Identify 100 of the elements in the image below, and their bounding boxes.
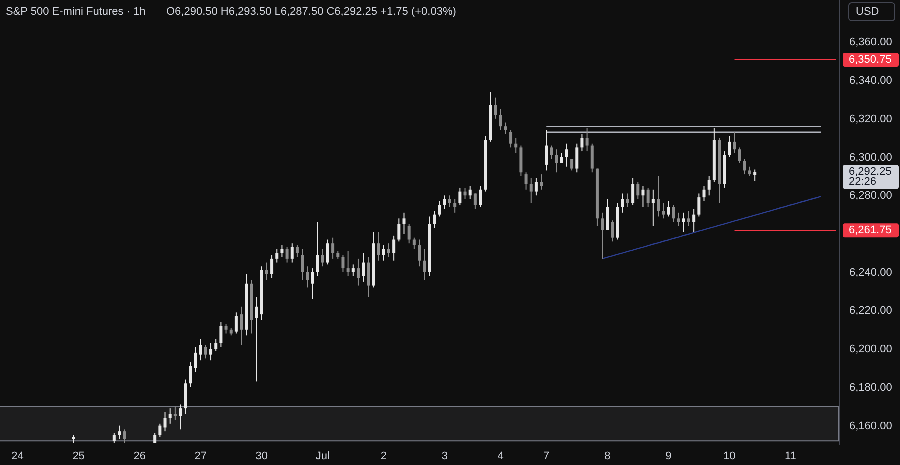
candlestick	[656, 176, 660, 218]
candlestick	[301, 248, 304, 281]
x-tick-label: 24	[12, 450, 24, 462]
text: O6,290.50 H6,293.50 L6,287.50 C6,292.25 +1.75 (+0.03%)	[166, 6, 456, 18]
candlestick	[433, 210, 436, 229]
candlestick	[189, 362, 192, 388]
x-tick-label: 2	[380, 450, 387, 462]
candlestick	[220, 322, 223, 348]
y-tick-label: 6,240.00	[850, 266, 892, 279]
candlestick	[580, 134, 584, 152]
x-tick-label: 4	[498, 450, 504, 462]
x-tick-label: 25	[72, 450, 85, 462]
candlestick	[443, 195, 446, 210]
candlestick	[652, 189, 655, 227]
candlestick	[224, 324, 228, 334]
candlestick	[255, 296, 258, 382]
candlestick	[636, 182, 640, 200]
candlestick	[290, 243, 294, 264]
candlestick	[316, 222, 320, 277]
candlestick	[698, 193, 701, 218]
candlestick	[280, 245, 284, 258]
candlestick	[464, 187, 467, 200]
candlestick	[276, 248, 279, 264]
candlestick	[164, 412, 167, 432]
y-tick-label: 6,200.00	[850, 344, 892, 356]
candlestick	[412, 237, 416, 250]
candlestick	[402, 212, 406, 235]
candlestick	[708, 176, 711, 196]
y-tick-label: 6,220.00	[850, 305, 892, 318]
candlestick	[565, 143, 568, 168]
candlestick	[168, 408, 172, 424]
x-tick-label: 7	[544, 450, 550, 462]
text: 22:26	[849, 176, 877, 188]
x-tick-label: 3	[442, 450, 448, 462]
candlestick	[550, 145, 554, 160]
data-label: 6,261.75	[849, 224, 892, 237]
candlestick	[326, 239, 330, 266]
candlestick	[454, 198, 457, 214]
candlestick	[504, 122, 508, 135]
candlestick	[311, 268, 314, 300]
candlestick	[123, 429, 126, 444]
candlestick	[555, 149, 558, 174]
candlestick	[474, 193, 477, 210]
line-series	[602, 196, 822, 260]
candlestick	[199, 339, 202, 362]
data-label: 6,350.75	[849, 54, 892, 66]
candlestick	[702, 186, 706, 202]
candlestick	[265, 262, 268, 281]
candlestick	[321, 248, 324, 268]
y-tick-label: 6,360.00	[850, 36, 892, 49]
candlestick	[392, 235, 396, 262]
candlestick	[204, 344, 208, 360]
candlestick	[342, 254, 345, 273]
candlestick	[418, 239, 421, 268]
candlestick	[632, 178, 635, 206]
candlestick	[667, 200, 670, 218]
candlestick	[534, 178, 538, 196]
y-tick-label: 6,160.00	[850, 420, 892, 432]
x-tick-label: 9	[666, 450, 672, 462]
candlestick	[754, 169, 757, 182]
candlestick	[398, 218, 401, 242]
candlestick	[611, 220, 614, 242]
candlestick	[738, 147, 742, 164]
x-tick-label: 27	[194, 450, 207, 462]
candlestick	[626, 193, 630, 208]
candlestick	[408, 224, 411, 244]
candlestick	[499, 108, 502, 131]
candlestick	[296, 245, 299, 258]
candlestick	[570, 158, 574, 172]
x-tick-label: Jul	[316, 450, 330, 462]
candlestick	[438, 200, 442, 218]
candlestick	[240, 306, 244, 346]
candlestick	[377, 232, 380, 262]
candlestick	[387, 243, 390, 258]
y-axis-title: USD	[856, 6, 880, 18]
x-tick-label: 26	[134, 450, 146, 462]
candlestick	[448, 195, 452, 208]
y-tick-label: 6,340.00	[850, 75, 892, 88]
candlestick	[270, 254, 274, 279]
candlestick	[158, 423, 162, 438]
candlestick	[692, 208, 696, 233]
candlestick	[514, 138, 518, 154]
y-tick-label: 6,320.00	[850, 113, 892, 126]
candlestick	[194, 346, 198, 373]
text: 6,292.25	[849, 166, 892, 178]
candlestick	[687, 210, 690, 227]
y-tick-label: 6,180.00	[850, 382, 892, 394]
y-tick-label: 6,300.00	[850, 152, 892, 164]
candlestick	[606, 198, 610, 231]
candlestick	[646, 187, 650, 208]
candlestick	[545, 130, 548, 172]
candlestick	[677, 212, 680, 227]
candlestick	[306, 266, 310, 288]
candlestick	[510, 130, 513, 148]
candlestick	[356, 258, 360, 286]
candlestick	[743, 158, 746, 176]
candlestick	[601, 212, 604, 260]
x-tick-label: 8	[604, 450, 611, 462]
candlestick	[586, 128, 589, 152]
x-tick-label: 30	[256, 450, 268, 462]
